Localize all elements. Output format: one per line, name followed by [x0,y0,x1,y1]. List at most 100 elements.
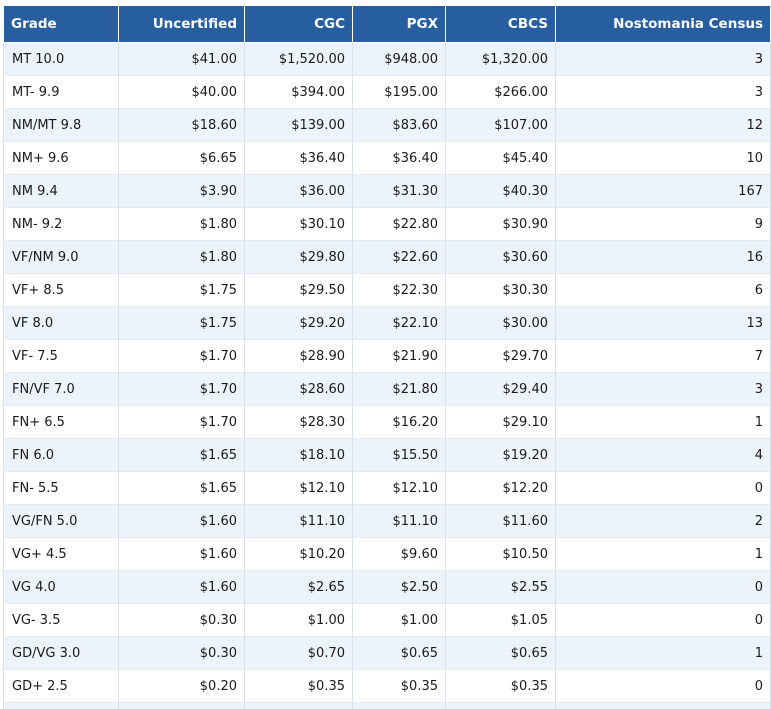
cell-uncertified-price: $1.60 [118,504,245,538]
cell-pgx-price: $83.60 [352,108,446,142]
column-header-census[interactable]: Nostomania Census [555,6,771,43]
cell-cbcs-price: $1.05 [445,603,556,637]
cell-grade: FN- 5.5 [3,471,119,505]
cell-cgc-price: $28.60 [244,372,353,406]
header-row: Grade Uncertified CGC PGX CBCS Nostomani… [3,6,771,43]
cell-census-count: 10 [555,141,771,175]
cell-cbcs-price: $30.00 [445,306,556,340]
cell-cgc-price: $29.20 [244,306,353,340]
cell-pgx-price [352,702,446,709]
cell-cbcs-price: $12.20 [445,471,556,505]
table-row: GD/VG 3.0 $0.30 $0.70 $0.65 $0.65 1 [3,636,771,670]
column-header-cbcs[interactable]: CBCS [445,6,556,43]
cell-census-count: 1 [555,405,771,439]
cell-cbcs-price: $0.65 [445,636,556,670]
cell-cbcs-price: $30.30 [445,273,556,307]
table-row: VF+ 8.5 $1.75 $29.50 $22.30 $30.30 6 [3,273,771,307]
cell-pgx-price: $2.50 [352,570,446,604]
cell-cgc-price: $11.10 [244,504,353,538]
price-guide-table: Grade Uncertified CGC PGX CBCS Nostomani… [3,6,771,709]
cell-census-count: 7 [555,339,771,373]
table-row: NM/MT 9.8 $18.60 $139.00 $83.60 $107.00 12 [3,108,771,142]
cell-grade: NM/MT 9.8 [3,108,119,142]
table-row: NM- 9.2 $1.80 $30.10 $22.80 $30.90 9 [3,207,771,241]
table-row: FN+ 6.5 $1.70 $28.30 $16.20 $29.10 1 [3,405,771,439]
cell-pgx-price: $12.10 [352,471,446,505]
cell-uncertified-price [118,702,245,709]
cell-uncertified-price: $1.75 [118,306,245,340]
cell-cgc-price: $36.00 [244,174,353,208]
table-row: VF/NM 9.0 $1.80 $29.80 $22.60 $30.60 16 [3,240,771,274]
cell-uncertified-price: $1.70 [118,405,245,439]
cell-pgx-price: $948.00 [352,42,446,76]
cell-grade: MT 10.0 [3,42,119,76]
cell-pgx-price: $16.20 [352,405,446,439]
table-row: VF- 7.5 $1.70 $28.90 $21.90 $29.70 7 [3,339,771,373]
cell-grade: VG- 3.5 [3,603,119,637]
cell-pgx-price: $21.90 [352,339,446,373]
table-row: VG 4.0 $1.60 $2.65 $2.50 $2.55 0 [3,570,771,604]
cell-census-count: 12 [555,108,771,142]
cell-uncertified-price: $1.80 [118,207,245,241]
column-header-cgc[interactable]: CGC [244,6,353,43]
table-row: MT- 9.9 $40.00 $394.00 $195.00 $266.00 3 [3,75,771,109]
column-header-pgx[interactable]: PGX [352,6,446,43]
table-row: VG+ 4.5 $1.60 $10.20 $9.60 $10.50 1 [3,537,771,571]
cell-grade: VF- 7.5 [3,339,119,373]
table-row: FN- 5.5 $1.65 $12.10 $12.10 $12.20 0 [3,471,771,505]
cell-uncertified-price: $41.00 [118,42,245,76]
cell-census-count: 2 [555,504,771,538]
cell-cgc-price: $2.65 [244,570,353,604]
cell-pgx-price: $22.80 [352,207,446,241]
cell-grade: MT- 9.9 [3,75,119,109]
cell-grade: VF 8.0 [3,306,119,340]
cell-census-count: 6 [555,273,771,307]
cell-grade: FN/VF 7.0 [3,372,119,406]
cell-uncertified-price: $18.60 [118,108,245,142]
cell-census-count: 0 [555,669,771,703]
cell-grade: NM+ 9.6 [3,141,119,175]
cell-grade: VG/FN 5.0 [3,504,119,538]
cell-cbcs-price: $30.60 [445,240,556,274]
cell-cbcs-price: $0.35 [445,669,556,703]
table-row: VG- 3.5 $0.30 $1.00 $1.00 $1.05 0 [3,603,771,637]
cell-cgc-price: $0.35 [244,669,353,703]
cell-census-count: 3 [555,372,771,406]
cell-uncertified-price: $1.70 [118,339,245,373]
table-row: VG/FN 5.0 $1.60 $11.10 $11.10 $11.60 2 [3,504,771,538]
cell-pgx-price: $9.60 [352,537,446,571]
cell-cgc-price: $29.50 [244,273,353,307]
column-header-grade[interactable]: Grade [3,6,119,43]
cell-pgx-price: $195.00 [352,75,446,109]
cell-grade: VF+ 8.5 [3,273,119,307]
cell-cbcs-price: $45.40 [445,141,556,175]
cell-cbcs-price: $19.20 [445,438,556,472]
cell-census-count: 16 [555,240,771,274]
table-row: FN/VF 7.0 $1.70 $28.60 $21.80 $29.40 3 [3,372,771,406]
table-body: MT 10.0 $41.00 $1,520.00 $948.00 $1,320.00 3 M… [3,42,771,709]
cell-pgx-price: $31.30 [352,174,446,208]
cell-cgc-price: $29.80 [244,240,353,274]
cell-uncertified-price: $0.30 [118,603,245,637]
cell-grade: NM 9.4 [3,174,119,208]
cell-uncertified-price: $40.00 [118,75,245,109]
cell-census-count: 4 [555,438,771,472]
cell-uncertified-price: $1.65 [118,471,245,505]
column-header-uncertified[interactable]: Uncertified [118,6,245,43]
cell-grade: FN+ 6.5 [3,405,119,439]
cell-pgx-price: $21.80 [352,372,446,406]
cell-cgc-price: $1,520.00 [244,42,353,76]
cell-grade: NM- 9.2 [3,207,119,241]
cell-pgx-price: $15.50 [352,438,446,472]
table-row: VF 8.0 $1.75 $29.20 $22.10 $30.00 13 [3,306,771,340]
cell-cbcs-price: $29.40 [445,372,556,406]
cell-uncertified-price: $1.65 [118,438,245,472]
cell-uncertified-price: $1.75 [118,273,245,307]
cell-uncertified-price: $1.60 [118,537,245,571]
cell-uncertified-price: $1.80 [118,240,245,274]
cell-pgx-price: $22.30 [352,273,446,307]
cell-grade: VG+ 4.5 [3,537,119,571]
cell-cbcs-price: $107.00 [445,108,556,142]
cell-cbcs-price [445,702,556,709]
cell-census-count: 167 [555,174,771,208]
